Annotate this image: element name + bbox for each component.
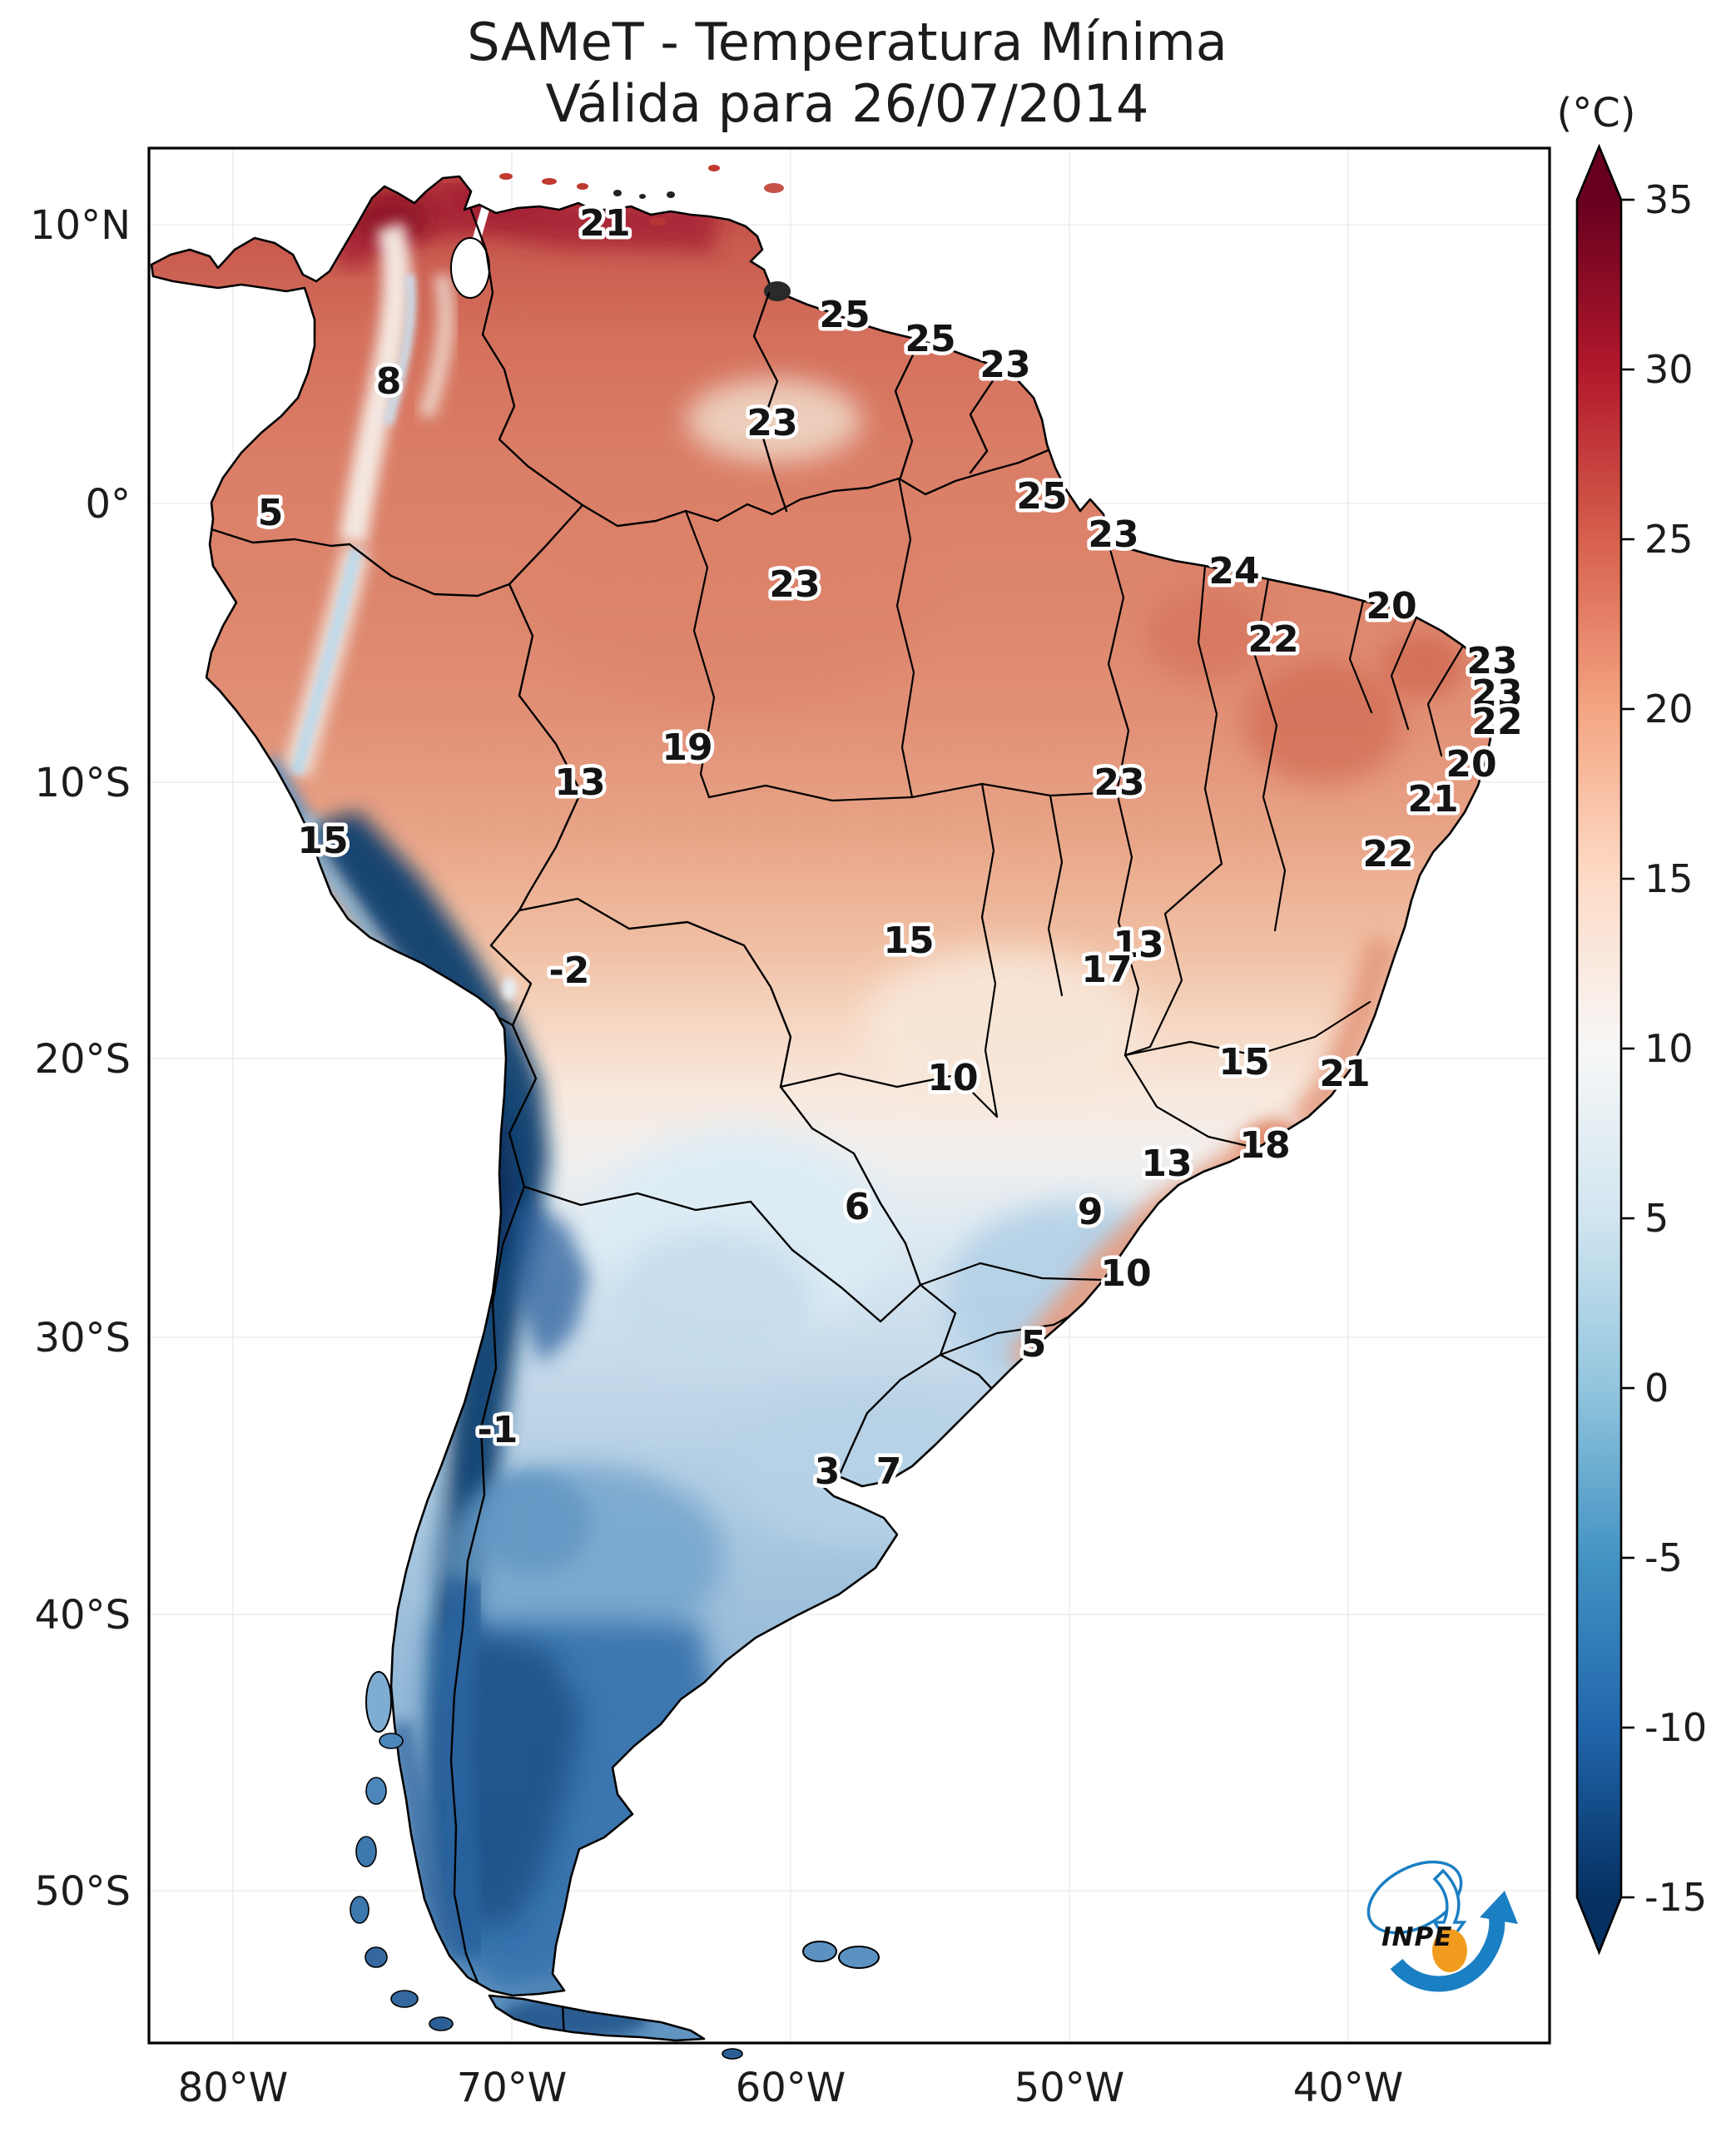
temp-value-label: -2 (549, 950, 590, 992)
temp-value-label: 22 (1471, 701, 1522, 743)
colorbar-tick-label: 0 (1644, 1366, 1669, 1411)
temp-value-label: 6 (845, 1186, 870, 1228)
temp-value-label: 21 (1407, 778, 1458, 821)
inpe-logo-text: INPE (1381, 1922, 1452, 1952)
lon-tick-label: 60°W (736, 2065, 846, 2111)
temp-value-label: 20 (1446, 743, 1496, 786)
temp-value-label: 10 (927, 1057, 978, 1099)
falkland-west-island (802, 1941, 837, 1962)
colorbar-tick-label: 35 (1644, 177, 1694, 222)
temp-value-label: 13 (554, 761, 605, 804)
state-borders (684, 477, 1465, 1356)
lon-tick-label: 70°W (457, 2065, 568, 2111)
colorbar-tick-label: 5 (1644, 1196, 1669, 1241)
lat-tick-label: 50°S (34, 1868, 131, 1915)
temp-value-label: 21 (1319, 1053, 1370, 1095)
colorbar-gradient-bar (1575, 143, 1623, 1956)
colorbar-tick-label: -15 (1644, 1875, 1707, 1920)
lon-tick-label: 40°W (1293, 2065, 1404, 2111)
lat-tick-label: 0° (85, 481, 131, 528)
inpe-swoosh-arrowhead-icon (1480, 1891, 1518, 1924)
temp-value-label: 5 (258, 492, 284, 534)
figure-title-line2: Válida para 26/07/2014 (546, 73, 1149, 134)
temp-value-label: 9 (1078, 1191, 1104, 1233)
inpe-swoosh-icon (1390, 1912, 1505, 1992)
chiloe-island (365, 1671, 392, 1733)
temp-value-label: 25 (905, 318, 955, 360)
temp-value-label: 20 (1366, 585, 1416, 627)
temp-value-label: 22 (1362, 833, 1413, 875)
colorbar-tick-label: 15 (1644, 856, 1694, 901)
lon-tick-label: 80°W (178, 2065, 289, 2111)
inpe-orbit-ellipse-icon (1366, 1860, 1463, 1935)
inpe-logo: INPE (1366, 1860, 1518, 1992)
colorbar-tick-label: 20 (1644, 687, 1694, 731)
temp-value-label: 19 (662, 726, 712, 769)
colorbar-tick-label: 25 (1644, 517, 1694, 562)
colorbar-unit-label: (°C) (1557, 90, 1636, 136)
temp-value-label: 23 (1466, 640, 1517, 682)
temp-value-label: -1 (478, 1409, 518, 1451)
temp-value-label: 18 (1239, 1124, 1290, 1167)
lat-tick-label: 10°S (34, 760, 131, 806)
temp-value-label: 23 (1094, 761, 1144, 804)
lat-tick-label: 30°S (34, 1315, 131, 1361)
temp-value-label: 25 (1016, 475, 1067, 518)
temp-value-label: 8 (376, 360, 402, 403)
country-borders (210, 208, 1052, 2040)
temp-value-label: 17 (1081, 949, 1132, 991)
temp-value-label: 13 (1141, 1143, 1192, 1185)
lon-tick-label: 50°W (1014, 2065, 1125, 2111)
map-frame (147, 146, 1551, 2045)
temp-value-label: 23 (980, 344, 1030, 386)
small-islands (350, 165, 791, 2060)
temp-value-label: 3 (815, 1450, 841, 1493)
temp-value-label: 24 (1208, 550, 1259, 593)
colorbar-tick-label: -5 (1644, 1535, 1683, 1580)
colorbar: 35 30 25 20 15 10 5 0 -5 -10 -15 (°C) (1557, 90, 1707, 1956)
temp-value-label: 5 (1021, 1323, 1047, 1366)
temp-value-label: 23 (746, 402, 797, 444)
temp-value-label: 21 (579, 202, 630, 245)
temp-value-label: 15 (883, 920, 934, 962)
temp-value-label: 23 (769, 563, 820, 606)
falkland-east-island (838, 1946, 880, 1969)
lat-tick-label: 40°S (34, 1592, 131, 1639)
temp-value-label: 23 (1471, 672, 1522, 715)
lat-tick-label: 10°N (30, 202, 131, 249)
temp-value-label: 23 (1088, 513, 1138, 556)
figure-title-line1: SAMeT - Temperatura Mínima (467, 12, 1228, 72)
temp-value-label: 15 (1218, 1041, 1269, 1083)
continent-outline (150, 175, 1495, 1997)
latitude-axis: 10°N 0° 10°S 20°S 30°S 40°S 50°S (30, 202, 131, 1915)
longitude-axis: 80°W 70°W 60°W 50°W 40°W (178, 2065, 1404, 2111)
colorbar-ticks: 35 30 25 20 15 10 5 0 -5 -10 -15 (1621, 177, 1707, 1920)
tierra-del-fuego-outline (488, 1994, 706, 2042)
colorbar-tick-label: 30 (1644, 347, 1694, 392)
colorbar-tick-label: -10 (1644, 1705, 1707, 1750)
temp-value-label: 13 (1113, 924, 1163, 966)
temp-value-label: 15 (297, 820, 348, 862)
inpe-orange-dot-icon (1432, 1929, 1467, 1972)
temp-value-label: 10 (1100, 1252, 1151, 1295)
temp-value-label: 25 (819, 294, 870, 336)
temp-value-label: 7 (876, 1450, 902, 1493)
temp-value-label: 22 (1247, 618, 1298, 661)
colorbar-tick-label: 10 (1644, 1026, 1694, 1071)
lat-tick-label: 20°S (34, 1036, 131, 1083)
